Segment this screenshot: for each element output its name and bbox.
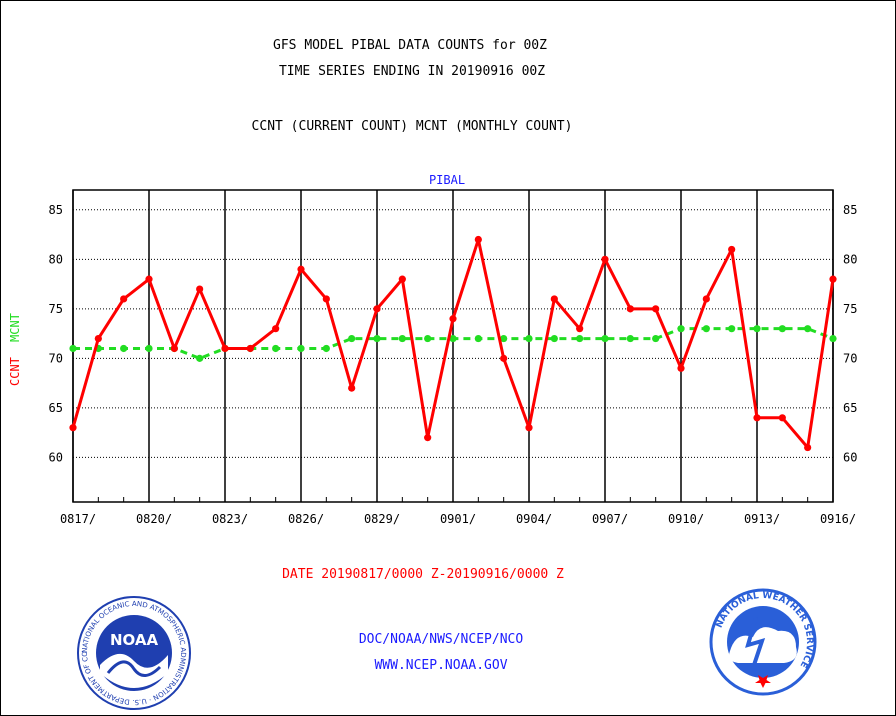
data-point-ccnt xyxy=(550,295,558,303)
data-point-mcnt xyxy=(196,354,204,362)
y-axis-label-mcnt: MCNT xyxy=(8,313,22,342)
data-point-ccnt xyxy=(398,275,406,283)
chart-title-line1: GFS MODEL PIBAL DATA COUNTS for 00Z xyxy=(273,38,547,53)
data-point-ccnt xyxy=(500,354,508,362)
data-point-mcnt xyxy=(69,344,77,353)
series-layer xyxy=(69,235,837,452)
data-point-mcnt xyxy=(626,334,634,343)
axis-layer: 60 60 65 65 70 70 75 75 80 80 85 85 0817/0820/0823/0… xyxy=(49,203,858,526)
y-tick-label-right: 75 xyxy=(843,302,857,316)
data-point-ccnt xyxy=(221,344,229,353)
y-tick-label-left: 75 xyxy=(49,302,63,316)
data-point-mcnt xyxy=(297,344,305,353)
data-point-mcnt xyxy=(373,334,381,343)
data-point-ccnt xyxy=(272,325,280,333)
noaa-logo: NATIONAL OCEANIC AND ATMOSPHERIC ADMINIS… xyxy=(74,593,191,710)
data-point-ccnt xyxy=(829,275,837,283)
y-tick-label-left: 65 xyxy=(49,401,63,415)
data-point-ccnt xyxy=(702,295,710,303)
data-point-ccnt xyxy=(196,285,204,293)
data-point-mcnt xyxy=(322,344,330,353)
data-point-ccnt xyxy=(94,334,102,343)
data-point-mcnt xyxy=(145,344,153,353)
data-point-mcnt xyxy=(424,334,432,343)
y-tick-label-right: 70 xyxy=(843,351,857,365)
data-point-ccnt xyxy=(449,315,457,323)
data-point-ccnt xyxy=(728,245,736,254)
noaa-logo-text: NOAA xyxy=(110,631,159,649)
x-tick-label: 0817/ xyxy=(60,512,96,526)
y-tick-label-left: 60 xyxy=(49,450,63,464)
data-point-mcnt xyxy=(753,325,761,333)
y-tick-label-left: 70 xyxy=(49,351,63,365)
nws-logo: NATIONAL WEATHER SERVICE xyxy=(709,588,817,696)
data-point-mcnt xyxy=(728,325,736,333)
agency-line: DOC/NOAA/NWS/NCEP/NCO xyxy=(358,632,524,647)
data-point-ccnt xyxy=(120,295,128,303)
data-point-mcnt xyxy=(829,334,837,343)
x-tick-label: 0907/ xyxy=(592,512,628,526)
data-point-ccnt xyxy=(145,275,153,283)
data-point-ccnt xyxy=(804,443,812,452)
data-point-ccnt xyxy=(525,424,533,432)
data-point-ccnt xyxy=(601,255,609,263)
data-point-ccnt xyxy=(170,344,178,353)
x-tick-label: 0904/ xyxy=(516,512,552,526)
x-tick-label: 0829/ xyxy=(364,512,400,526)
y-tick-label-right: 60 xyxy=(843,450,857,464)
data-point-ccnt xyxy=(373,305,381,313)
data-point-mcnt xyxy=(778,325,786,333)
data-point-ccnt xyxy=(677,364,685,372)
data-point-mcnt xyxy=(398,334,406,343)
data-point-mcnt xyxy=(474,334,482,343)
x-tick-label: 0910/ xyxy=(668,512,704,526)
data-point-mcnt xyxy=(449,334,457,343)
y-tick-label-right: 65 xyxy=(843,401,857,415)
x-tick-label: 0820/ xyxy=(136,512,172,526)
data-point-mcnt xyxy=(348,334,356,343)
y-axis-label-ccnt: CCNT xyxy=(8,357,22,386)
data-point-ccnt xyxy=(348,384,356,392)
data-point-ccnt xyxy=(424,434,432,442)
y-tick-label-right: 85 xyxy=(843,203,857,217)
data-point-ccnt xyxy=(297,265,305,273)
data-point-ccnt xyxy=(474,235,482,244)
data-point-ccnt xyxy=(246,344,254,353)
website-link[interactable]: WWW.NCEP.NOAA.GOV xyxy=(374,658,508,673)
data-point-mcnt xyxy=(601,334,609,343)
data-point-mcnt xyxy=(677,325,685,333)
plot-title: PIBAL xyxy=(429,173,465,187)
grid-layer xyxy=(72,190,834,502)
data-point-ccnt xyxy=(778,414,786,422)
data-point-ccnt xyxy=(626,305,634,313)
data-point-mcnt xyxy=(652,334,660,343)
data-point-mcnt xyxy=(525,334,533,343)
x-tick-label: 0901/ xyxy=(440,512,476,526)
x-tick-label: 0823/ xyxy=(212,512,248,526)
data-point-mcnt xyxy=(272,344,280,353)
data-point-ccnt xyxy=(753,414,761,422)
x-tick-label: 0916/ xyxy=(820,512,856,526)
y-tick-label-left: 80 xyxy=(49,252,63,266)
chart-subtitle: CCNT (CURRENT COUNT) MCNT (MONTHLY COUNT… xyxy=(251,119,573,134)
data-point-mcnt xyxy=(702,325,710,333)
x-tick-label: 0826/ xyxy=(288,512,324,526)
x-axis-label: DATE 20190817/0000 Z-20190916/0000 Z xyxy=(282,567,564,582)
y-tick-label-left: 85 xyxy=(49,203,63,217)
data-point-mcnt xyxy=(576,334,584,343)
data-point-mcnt xyxy=(120,344,128,353)
y-tick-label-right: 80 xyxy=(843,252,857,266)
data-point-ccnt xyxy=(322,295,330,303)
data-point-ccnt xyxy=(69,424,77,432)
data-point-mcnt xyxy=(550,334,558,343)
data-point-ccnt xyxy=(652,305,660,313)
chart-title-line2: TIME SERIES ENDING IN 20190916 00Z xyxy=(278,64,546,79)
data-point-mcnt xyxy=(804,325,812,333)
data-point-mcnt xyxy=(500,334,508,343)
data-point-ccnt xyxy=(576,325,584,333)
y-axis-label: CCNT MCNT xyxy=(8,313,22,386)
x-tick-label: 0913/ xyxy=(744,512,780,526)
